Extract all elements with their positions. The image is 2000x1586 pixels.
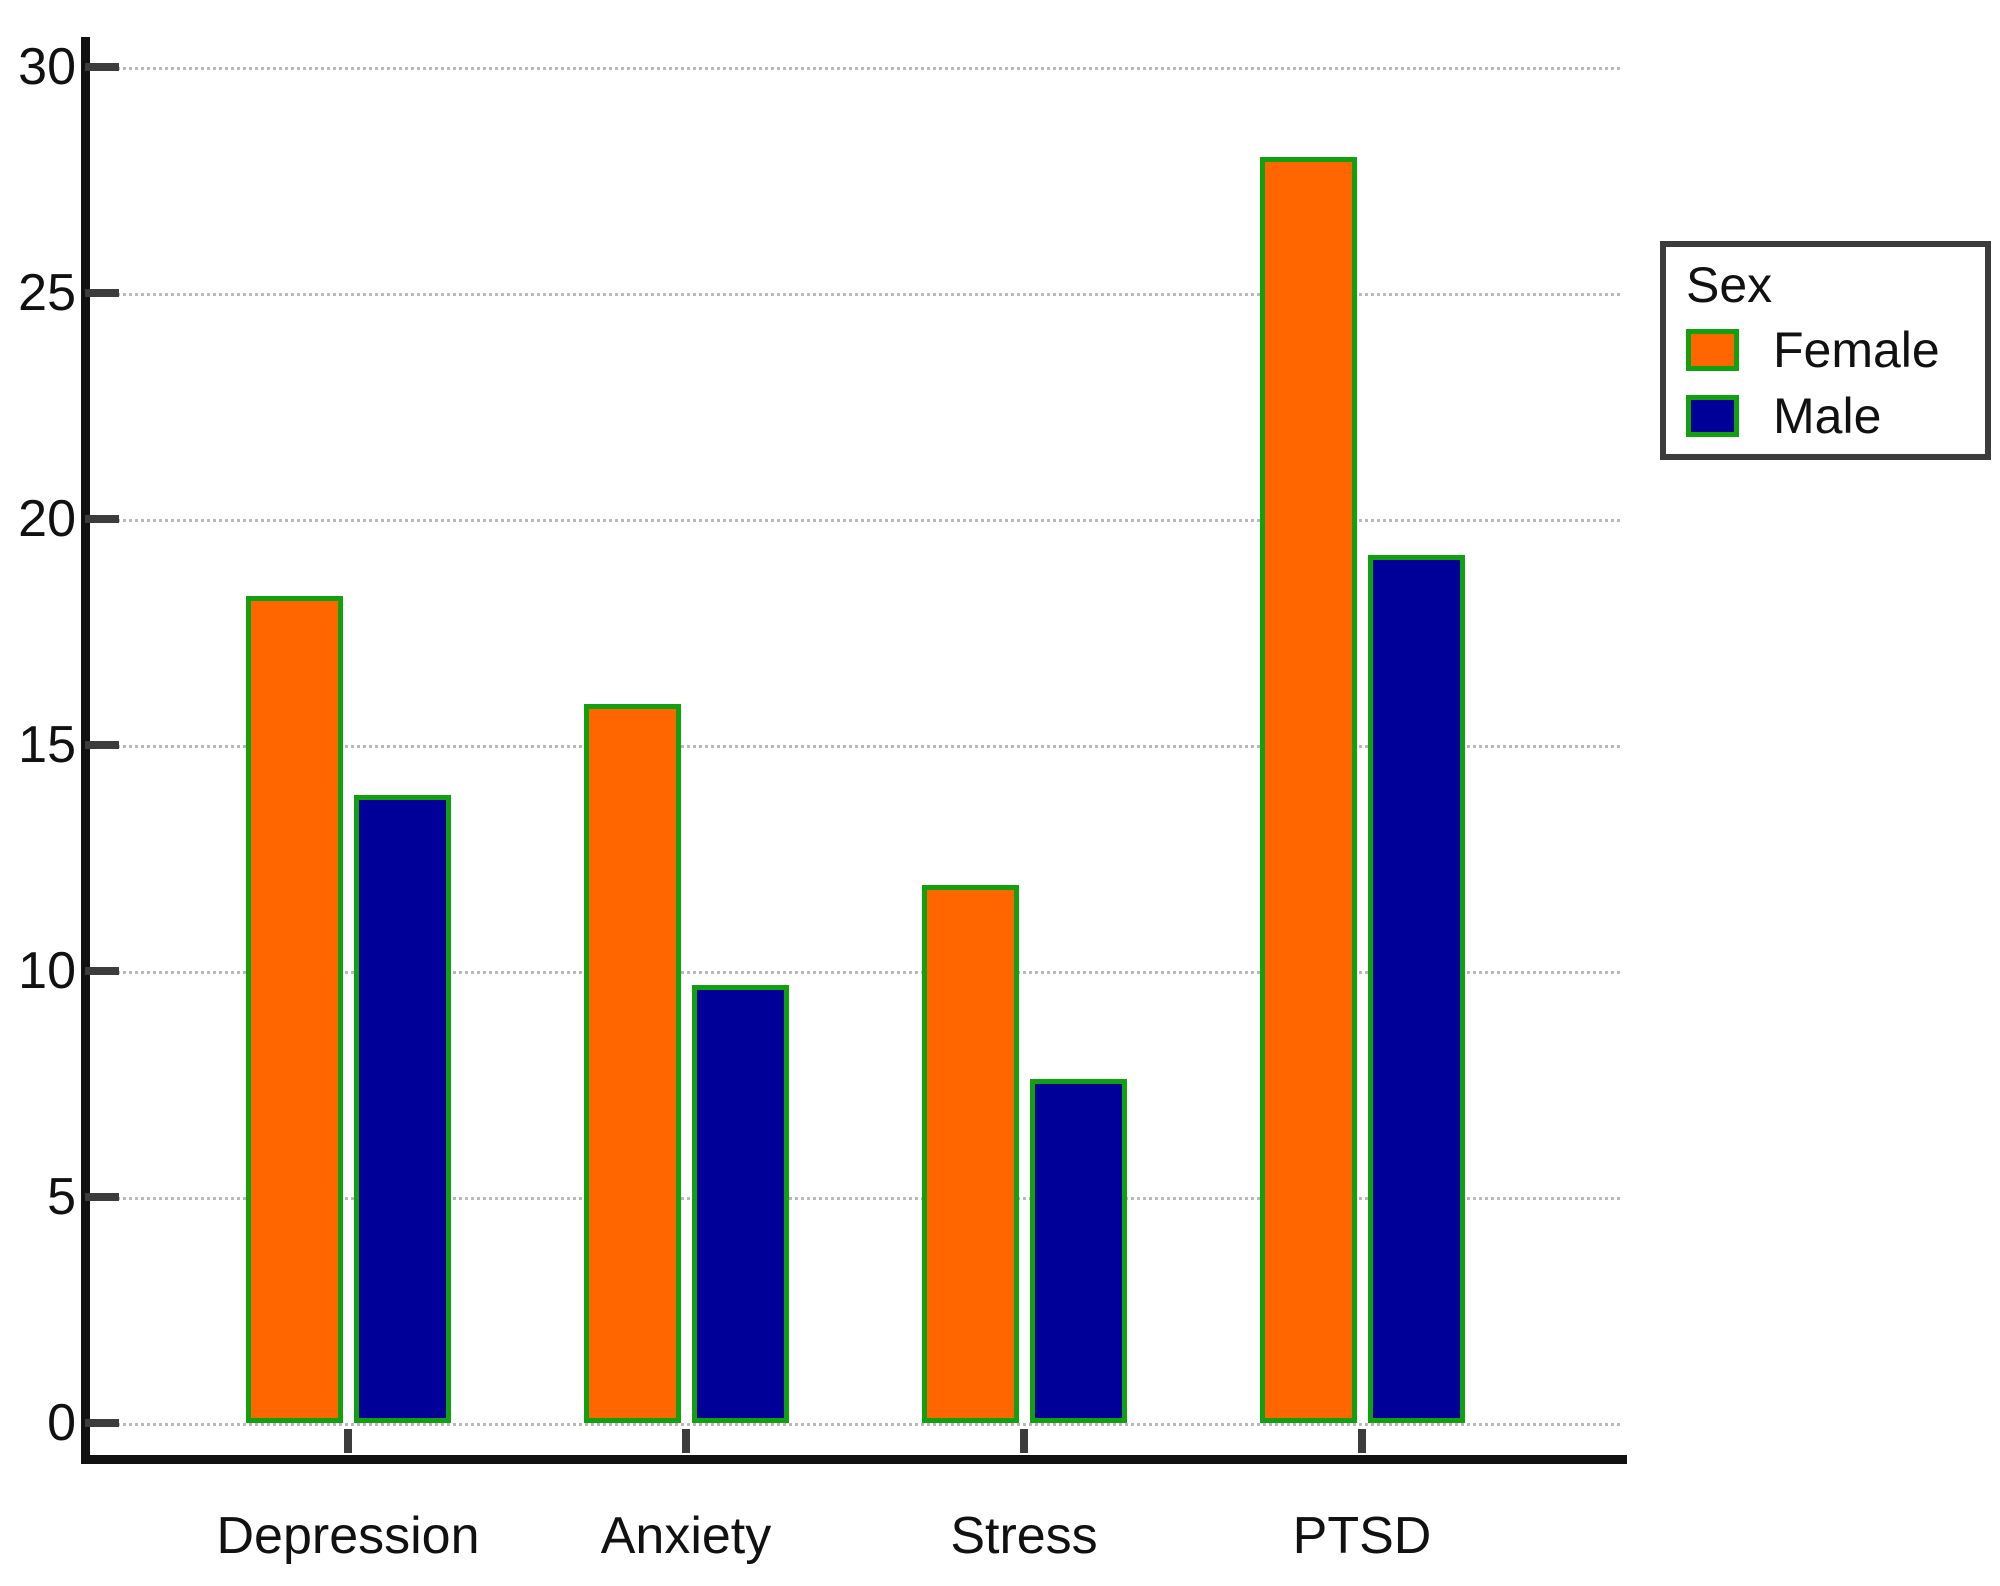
legend-row-female: Female bbox=[1686, 325, 1985, 375]
x-axis-tick bbox=[344, 1429, 352, 1453]
x-tick-label: Stress bbox=[950, 1507, 1098, 1565]
y-axis-tick bbox=[85, 289, 119, 297]
legend-title: Sex bbox=[1686, 257, 1773, 313]
gridline bbox=[88, 293, 1620, 296]
y-tick-label: 15 bbox=[18, 716, 76, 774]
legend-label-male: Male bbox=[1773, 387, 1882, 444]
x-tick-label: PTSD bbox=[1292, 1507, 1432, 1565]
x-axis-tick bbox=[1358, 1429, 1366, 1453]
y-tick-label: 0 bbox=[47, 1394, 76, 1452]
y-axis-tick bbox=[85, 1419, 119, 1427]
x-axis-tick bbox=[1020, 1429, 1028, 1453]
y-tick-label: 10 bbox=[18, 942, 76, 1000]
x-axis-line bbox=[81, 1455, 1627, 1464]
x-tick-label: Depression bbox=[216, 1507, 480, 1565]
gridline bbox=[88, 67, 1620, 70]
legend-label-female: Female bbox=[1773, 321, 1940, 378]
gridline bbox=[88, 519, 1620, 522]
y-tick-label: 20 bbox=[18, 490, 76, 548]
gridline bbox=[88, 1197, 1620, 1200]
male-bar-depression bbox=[353, 795, 451, 1423]
y-axis-tick bbox=[85, 741, 119, 749]
x-axis-tick bbox=[682, 1429, 690, 1453]
gridline bbox=[88, 745, 1620, 748]
female-swatch bbox=[1686, 328, 1739, 371]
y-axis-tick bbox=[85, 515, 119, 523]
male-bar-stress bbox=[1029, 1079, 1127, 1423]
y-axis-tick bbox=[85, 63, 119, 71]
male-swatch bbox=[1686, 394, 1739, 437]
y-tick-label: 5 bbox=[47, 1168, 76, 1226]
gridline bbox=[88, 1423, 1620, 1426]
y-axis-line bbox=[81, 37, 90, 1464]
y-axis-tick bbox=[85, 967, 119, 975]
female-bar-stress bbox=[921, 885, 1019, 1423]
female-bar-anxiety bbox=[583, 704, 681, 1423]
male-bar-ptsd bbox=[1367, 555, 1465, 1423]
x-tick-label: Anxiety bbox=[600, 1507, 772, 1565]
y-tick-label: 25 bbox=[18, 264, 76, 322]
gridline bbox=[88, 971, 1620, 974]
legend: Sex Female Male bbox=[1660, 241, 1991, 460]
legend-row-male: Male bbox=[1686, 391, 1985, 441]
y-axis-tick bbox=[85, 1193, 119, 1201]
y-tick-label: 30 bbox=[18, 38, 76, 96]
female-bar-ptsd bbox=[1259, 157, 1357, 1423]
male-bar-anxiety bbox=[691, 985, 789, 1423]
female-bar-depression bbox=[245, 596, 343, 1423]
